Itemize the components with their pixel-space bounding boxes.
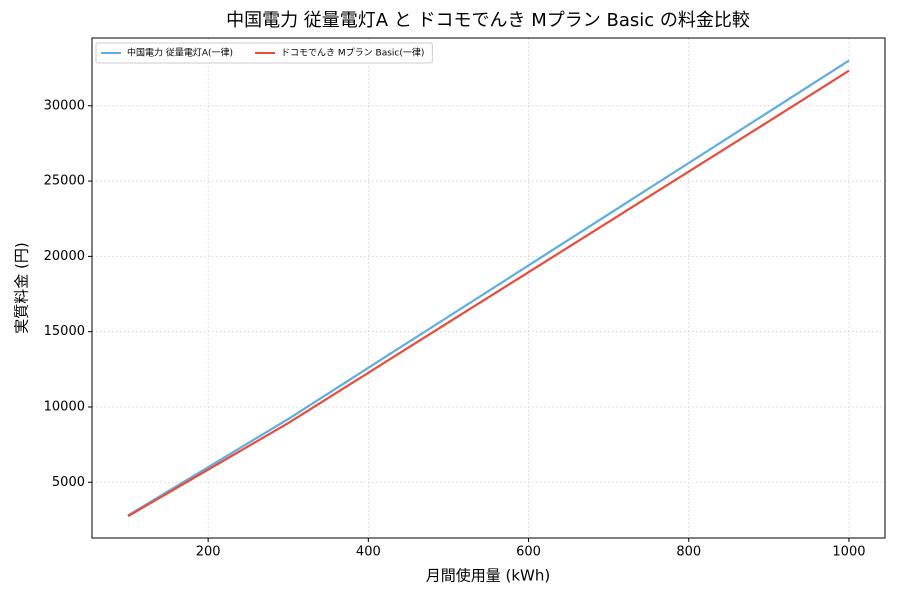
y-tick-label: 25000 [44,174,85,189]
plot-frame [91,37,886,539]
series-line [127,59,850,517]
y-tick-label: 20000 [44,249,85,264]
y-tick-label: 15000 [44,324,85,339]
x-tick-label: 400 [356,545,381,560]
legend-label: ドコモでんき Mプラン Basic(一律) [281,47,424,59]
legend-label: 中国電力 従量電灯A(一律) [127,47,233,59]
x-axis-label: 月間使用量 (kWh) [426,567,551,585]
y-axis-label: 実質料金 (円) [13,242,31,333]
legend: 中国電力 従量電灯A(一律) ドコモでんき Mプラン Basic(一律) [95,42,433,64]
chart-title: 中国電力 従量電灯A と ドコモでんき Mプラン Basic の料金比較 [226,10,750,31]
y-tick-label: 30000 [44,98,85,113]
x-tick-label: 1000 [832,545,865,560]
series-line [127,69,850,518]
y-tick-label: 10000 [44,399,85,414]
y-tick-label: 5000 [52,475,85,490]
x-tick-label: 200 [196,545,221,560]
x-tick-label: 800 [676,545,701,560]
x-tick-label: 600 [516,545,541,560]
